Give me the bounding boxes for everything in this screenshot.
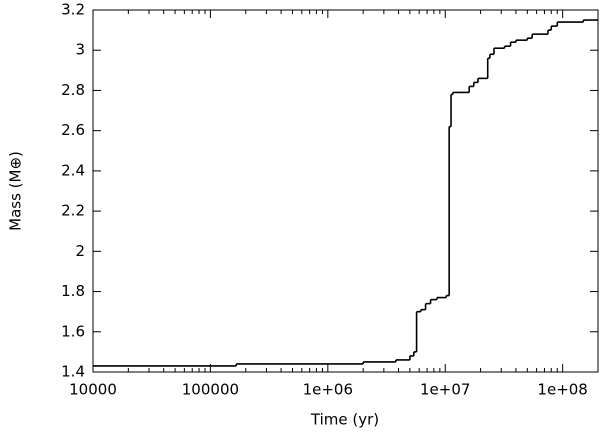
x-tick-label: 100000 <box>182 381 239 399</box>
y-tick-label: 3 <box>75 41 85 59</box>
x-tick-label: 10000 <box>69 381 117 399</box>
plot-frame <box>92 9 599 373</box>
x-tick-label: 1e+08 <box>537 381 587 399</box>
x-axis-label: Time (yr) <box>310 411 379 429</box>
y-tick-label: 2.2 <box>61 202 85 220</box>
y-tick-label: 1.6 <box>61 322 85 340</box>
x-tick-label: 1e+06 <box>303 381 353 399</box>
y-tick-label: 2.6 <box>61 121 85 139</box>
x-tick-label: 1e+07 <box>420 381 470 399</box>
y-tick-label: 3.2 <box>61 1 85 19</box>
y-tick-label: 2.4 <box>61 161 85 179</box>
y-tick-label: 1.8 <box>61 282 85 300</box>
y-axis-label: Mass (M⊕) <box>7 151 25 231</box>
y-tick-label: 2 <box>75 242 85 260</box>
y-tick-label: 1.4 <box>61 363 85 381</box>
y-tick-label: 2.8 <box>61 81 85 99</box>
